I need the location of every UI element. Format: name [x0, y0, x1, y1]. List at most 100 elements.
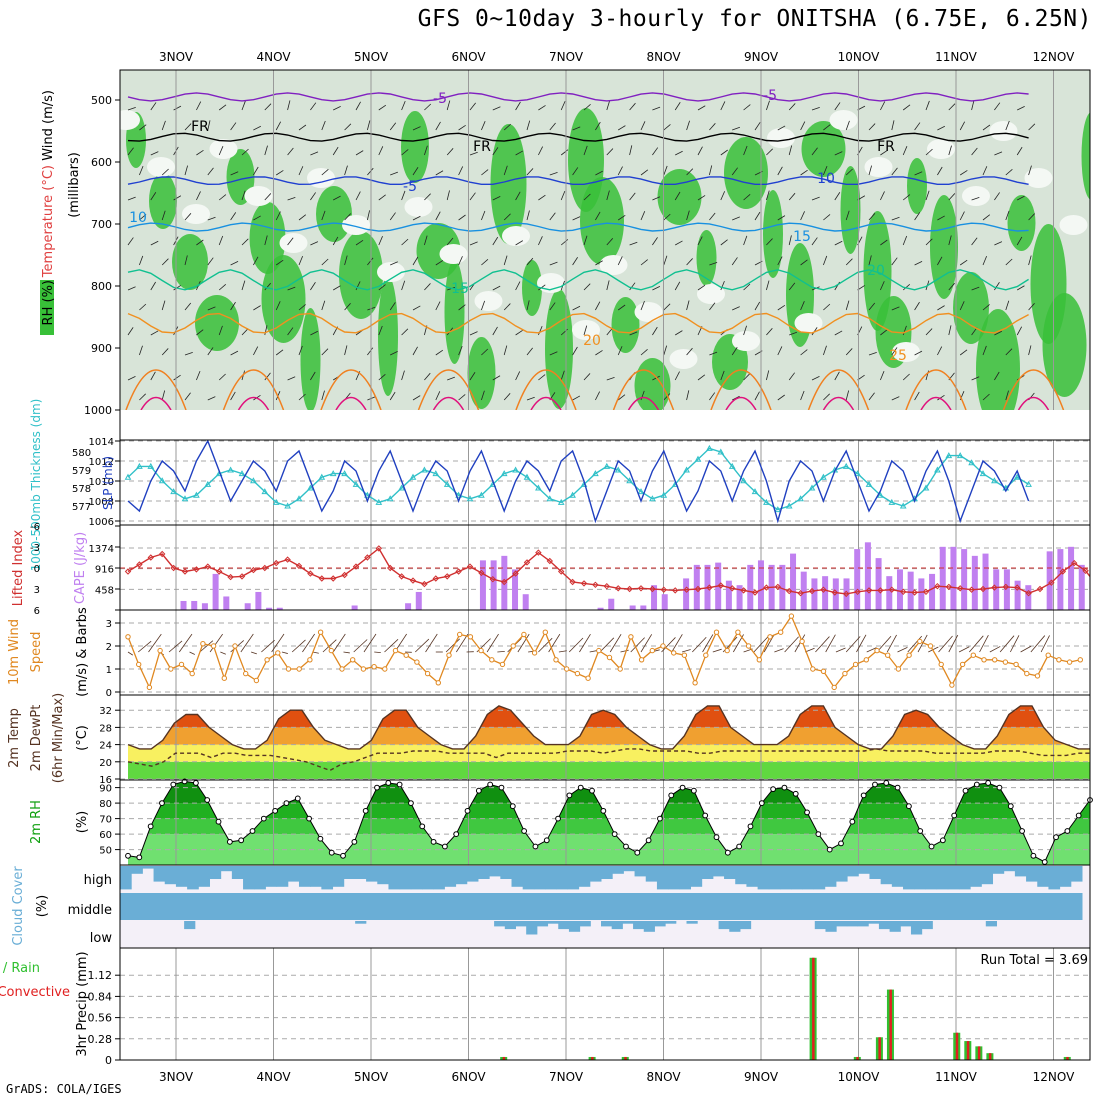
cloud-cell — [522, 866, 535, 890]
cloud-cell — [637, 893, 650, 920]
wind-barb — [720, 101, 726, 111]
wind-barb — [834, 371, 840, 381]
wind-speed-marker — [810, 666, 816, 672]
wind-barb — [389, 122, 397, 131]
wind-speed-marker — [981, 657, 987, 663]
cape-bar — [266, 607, 273, 610]
wind-speed-marker — [521, 631, 527, 638]
thickness-marker — [398, 484, 405, 491]
wind-barb-10m — [558, 650, 567, 653]
wind-barb — [139, 165, 144, 176]
footer-credit: GrADS: COLA/IGES — [6, 1082, 122, 1096]
rh-tick-label: 80 — [99, 799, 112, 810]
wind-barb — [868, 123, 876, 131]
wind-barb — [777, 166, 783, 176]
wind-barb — [161, 168, 169, 176]
cloud-cell — [733, 893, 746, 920]
isotherm-label: -5 — [763, 88, 777, 104]
cape-bar — [608, 598, 615, 610]
thickness-marker — [512, 466, 519, 473]
wind-barb — [766, 190, 770, 201]
cloud-cell — [825, 921, 837, 932]
rh-dry-area — [1059, 215, 1088, 235]
cape-tick-label: 458 — [95, 585, 114, 596]
rh-marker — [804, 809, 810, 816]
wind-barb — [298, 255, 304, 266]
wind-barb — [834, 151, 843, 156]
wind-barb — [298, 393, 306, 401]
wind-barb — [1005, 120, 1010, 131]
cape-bar — [1025, 585, 1032, 610]
lifted-index-marker — [227, 573, 234, 581]
thickness-marker — [842, 462, 850, 469]
wind-speed-marker — [189, 670, 195, 677]
wind-barb — [743, 145, 748, 156]
wind-barb — [435, 211, 441, 221]
wind-speed-marker — [1077, 657, 1084, 663]
wind-barb — [994, 282, 1000, 291]
cloud-cell — [220, 866, 233, 872]
cloud-cell — [187, 866, 199, 890]
wind-barb — [275, 301, 281, 311]
cloud-cell — [144, 893, 157, 920]
wind-barb — [321, 258, 329, 266]
wind-barb — [902, 146, 908, 156]
wind-barb — [435, 121, 441, 131]
wind-barb — [218, 194, 227, 201]
wind-barb — [880, 191, 885, 201]
wind-barb — [230, 350, 239, 356]
cloud-cell — [846, 921, 859, 927]
wind-barb — [549, 261, 558, 266]
cloud-cell — [625, 893, 638, 920]
wind-barb — [538, 146, 543, 156]
cape-bar — [757, 560, 764, 610]
thickness-marker — [808, 484, 816, 491]
cloud-cell — [891, 866, 904, 887]
wind-barb — [982, 393, 990, 401]
isotherm-30 — [1017, 396, 1050, 410]
wind-barb — [652, 326, 658, 336]
wind-barb — [959, 121, 966, 131]
cloud-cell — [690, 866, 703, 887]
wind-barb — [743, 325, 747, 336]
wind-barb — [389, 302, 396, 311]
wind-barb-10m — [774, 648, 784, 653]
wind-barb — [184, 123, 192, 131]
rh-marker — [985, 780, 992, 786]
rh-dry-area — [669, 349, 698, 369]
cloud-cell — [901, 893, 915, 920]
lifted-index-marker — [272, 559, 280, 567]
cape-bar — [1046, 551, 1053, 610]
wind-barb — [845, 300, 850, 311]
thickness-marker — [637, 488, 645, 495]
thickness-marker — [136, 462, 143, 469]
wind-barb — [150, 102, 157, 111]
rh-marker — [996, 784, 1003, 791]
wind-barb — [800, 349, 808, 356]
wind-speed-marker — [713, 629, 720, 635]
cloud-cell — [685, 893, 698, 920]
wind-barb — [743, 283, 751, 291]
wind-barb — [435, 301, 441, 311]
wind-barb-10m — [332, 633, 346, 653]
lifted-index-marker — [626, 585, 633, 593]
wind-speed-marker — [852, 661, 859, 668]
cloud-cell — [961, 893, 975, 920]
cloud-cell — [579, 921, 591, 927]
wind-barb — [412, 256, 419, 266]
rh-moisture-area — [611, 297, 640, 353]
date-label-top: 4NOV — [256, 50, 291, 64]
wind-barb — [435, 391, 441, 401]
wind-barb — [503, 165, 508, 176]
li-tick-label: -6 — [30, 522, 40, 533]
wind-barb — [241, 100, 246, 111]
cloud-cell — [779, 866, 792, 890]
wind-barb — [355, 150, 364, 156]
wind-barb — [218, 325, 223, 336]
cloud-cell — [388, 866, 401, 890]
wind-barb — [207, 306, 216, 311]
rh-moisture-area — [316, 186, 352, 242]
wind-barb — [937, 394, 945, 401]
rh-marker — [351, 838, 358, 845]
thickness-marker — [329, 470, 337, 477]
